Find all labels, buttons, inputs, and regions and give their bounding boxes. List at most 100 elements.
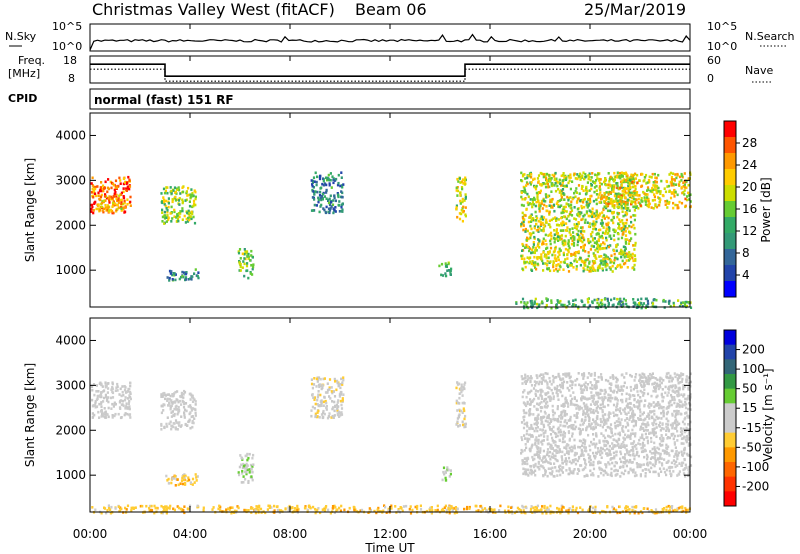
power-cell bbox=[570, 242, 573, 246]
velocity-cell bbox=[539, 409, 543, 413]
velocity-cell bbox=[537, 460, 540, 464]
velocity-cell bbox=[572, 391, 575, 394]
velocity-cell bbox=[169, 404, 172, 408]
power-cell bbox=[624, 204, 627, 208]
power-cell bbox=[672, 206, 675, 210]
power-cell bbox=[554, 216, 557, 219]
velocity-cell bbox=[329, 397, 332, 400]
velocity-cell bbox=[311, 393, 314, 397]
power-cell bbox=[543, 199, 546, 203]
velocity-cell bbox=[531, 455, 534, 459]
power-cell bbox=[571, 197, 574, 201]
velocity-cell bbox=[544, 431, 547, 434]
velocity-cell bbox=[617, 437, 620, 441]
velocity-cell bbox=[661, 443, 664, 447]
velocity-cell bbox=[167, 482, 170, 485]
velocity-cell bbox=[572, 469, 575, 473]
power-cell bbox=[672, 304, 676, 307]
power-cell bbox=[606, 256, 609, 259]
power-cell bbox=[597, 196, 600, 199]
velocity-cell bbox=[316, 395, 319, 399]
power-cell bbox=[635, 198, 638, 202]
velocity-cell bbox=[609, 376, 612, 379]
power-cell bbox=[683, 186, 687, 189]
velocity-cell bbox=[640, 463, 643, 467]
power-cell bbox=[622, 214, 625, 218]
velocity-cell bbox=[166, 425, 169, 428]
velocity-cell bbox=[181, 476, 184, 480]
power-cell bbox=[542, 218, 545, 221]
power-cell bbox=[542, 229, 545, 233]
velocity-cell bbox=[604, 390, 607, 394]
power-cell bbox=[558, 247, 561, 251]
velocity-cell bbox=[173, 392, 176, 395]
power-cell bbox=[611, 304, 614, 307]
velocity-cell bbox=[669, 423, 673, 427]
power-cell bbox=[341, 208, 344, 212]
velocity-cell bbox=[537, 413, 540, 417]
velocity-cell bbox=[576, 472, 579, 475]
power-cell bbox=[610, 237, 613, 240]
power-cell bbox=[551, 253, 554, 257]
power-cell bbox=[557, 300, 560, 304]
velocity-cell bbox=[577, 445, 580, 449]
velocity-cell bbox=[521, 459, 525, 463]
velocity-cell bbox=[522, 467, 525, 471]
velocity-cell bbox=[195, 479, 198, 482]
power-cell bbox=[553, 184, 556, 187]
velocity-cell bbox=[521, 382, 524, 385]
velocity-cell bbox=[593, 378, 596, 381]
velocity-cell bbox=[665, 429, 668, 432]
velocity-cell bbox=[665, 450, 668, 454]
power-cell bbox=[632, 197, 635, 201]
velocity-cell bbox=[680, 442, 683, 445]
velocity-cell bbox=[683, 451, 686, 455]
power-cell bbox=[673, 179, 676, 182]
power-cell bbox=[103, 195, 107, 198]
power-cell bbox=[98, 197, 101, 201]
velocity-cell bbox=[100, 405, 103, 408]
power-cell bbox=[564, 229, 568, 232]
power-cell bbox=[684, 204, 687, 208]
velocity-cell bbox=[639, 410, 642, 414]
power-cell bbox=[544, 182, 547, 186]
power-cell bbox=[640, 297, 643, 301]
velocity-cell bbox=[605, 419, 608, 422]
velocity-cell bbox=[328, 395, 331, 398]
velocity-cell bbox=[648, 432, 651, 435]
velocity-cell bbox=[592, 408, 595, 412]
velocity-cell bbox=[604, 436, 607, 440]
power-cell bbox=[582, 244, 585, 248]
power-cell bbox=[314, 190, 317, 193]
power-cell bbox=[322, 179, 325, 183]
power-cell bbox=[657, 186, 660, 190]
velocity-cell bbox=[650, 466, 653, 470]
velocity-cell bbox=[183, 411, 186, 414]
velocity-cell bbox=[522, 419, 526, 422]
power-cell bbox=[530, 181, 533, 184]
velocity-cell bbox=[672, 437, 675, 441]
velocity-cell bbox=[629, 433, 632, 437]
velocity-cell bbox=[564, 419, 567, 422]
power-cell bbox=[610, 198, 613, 201]
power-cell bbox=[682, 301, 685, 304]
velocity-cell bbox=[535, 436, 538, 439]
power-cell bbox=[111, 201, 115, 205]
velocity-cell bbox=[167, 393, 170, 396]
power-cell bbox=[631, 266, 634, 270]
power-cell bbox=[108, 210, 111, 214]
velocity-cell bbox=[174, 426, 177, 430]
velocity-cell bbox=[575, 403, 578, 407]
velocity-cell bbox=[536, 421, 539, 425]
power-cell bbox=[612, 234, 615, 237]
power-cell bbox=[539, 189, 542, 193]
velocity-cell bbox=[577, 467, 580, 471]
velocity-cell bbox=[561, 415, 564, 419]
velocity-cell bbox=[689, 380, 692, 384]
power-cell bbox=[329, 178, 332, 182]
power-cell bbox=[94, 185, 97, 189]
velocity-cell bbox=[166, 416, 169, 419]
velocity-cell bbox=[455, 423, 458, 426]
velocity-cell bbox=[639, 465, 642, 469]
power-cell bbox=[623, 251, 626, 255]
